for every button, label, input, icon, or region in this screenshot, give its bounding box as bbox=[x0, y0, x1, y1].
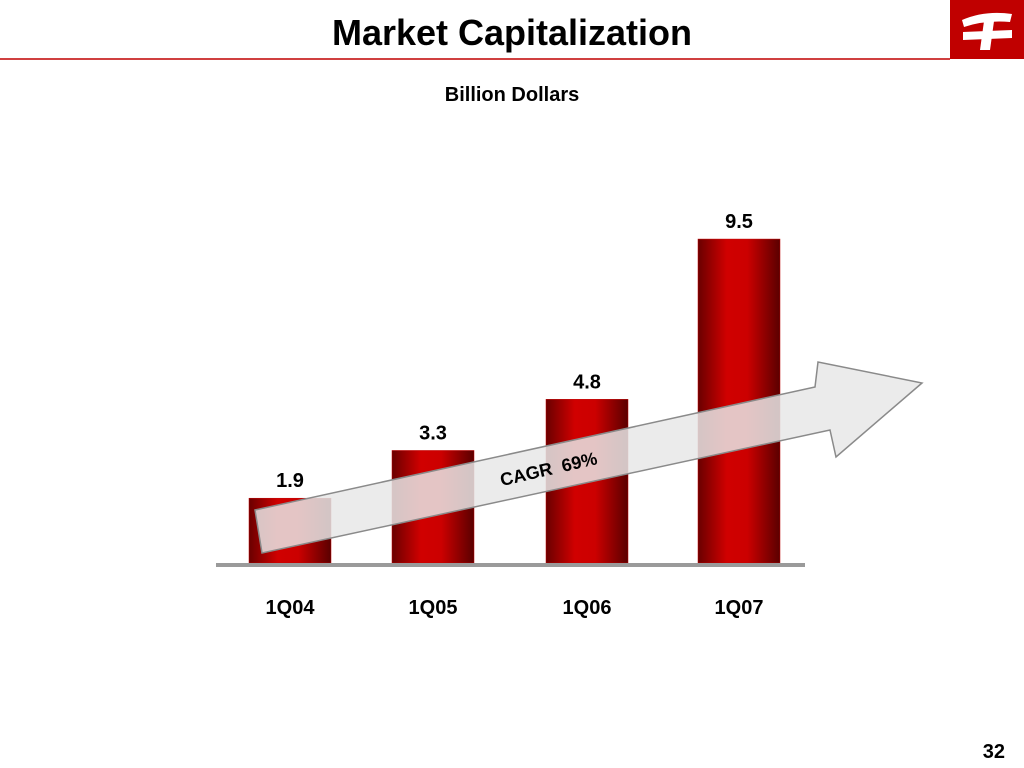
x-tick-label: 1Q04 bbox=[266, 597, 316, 619]
logo bbox=[950, 0, 1024, 59]
cagr-arrow: CAGR 69% bbox=[254, 361, 924, 554]
value-label: 1.9 bbox=[276, 470, 304, 492]
x-tick-label: 1Q07 bbox=[715, 597, 764, 619]
page-number: 32 bbox=[983, 741, 1005, 763]
value-label: 9.5 bbox=[725, 211, 753, 233]
chart-title: Market Capitalization bbox=[332, 12, 692, 53]
value-label: 3.3 bbox=[419, 422, 447, 444]
x-tick-label: 1Q06 bbox=[563, 597, 612, 619]
x-tick-label: 1Q05 bbox=[409, 597, 458, 619]
chart-subtitle: Billion Dollars bbox=[445, 84, 579, 106]
value-label: 4.8 bbox=[573, 371, 601, 393]
